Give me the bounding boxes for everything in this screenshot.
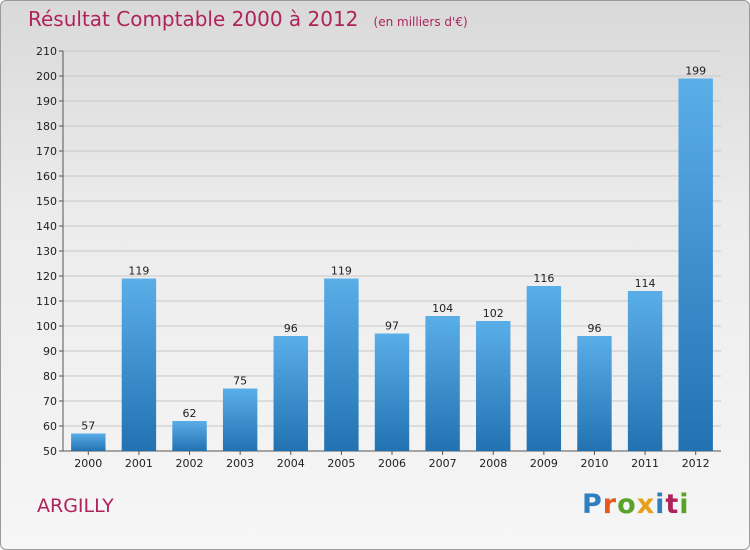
bar-2009[interactable]: [526, 286, 562, 451]
x-tick-label: 2001: [125, 457, 153, 470]
bar-2003[interactable]: [222, 388, 258, 452]
bar-2002[interactable]: [172, 421, 207, 451]
x-tick-label: 2005: [327, 457, 355, 470]
y-tick-label: 170: [36, 145, 57, 158]
bar-2011[interactable]: [627, 291, 663, 451]
y-tick-label: 150: [36, 195, 57, 208]
bars: [71, 78, 713, 452]
y-tick-label: 160: [36, 170, 57, 183]
bar-value-label: 96: [587, 322, 601, 335]
x-tick-label: 2010: [580, 457, 608, 470]
y-tick-label: 210: [36, 45, 57, 58]
commune-name: ARGILLY: [37, 495, 114, 517]
y-tick-label: 50: [43, 445, 57, 458]
bar-2006[interactable]: [374, 333, 410, 452]
y-tick-label: 140: [36, 220, 57, 233]
x-tick-label: 2006: [378, 457, 406, 470]
bar-2001[interactable]: [121, 278, 157, 452]
bar-value-label: 119: [128, 265, 149, 278]
x-tick-label: 2011: [631, 457, 659, 470]
bar-2007[interactable]: [425, 316, 460, 451]
y-tick-label: 70: [43, 395, 57, 408]
y-tick-label: 60: [43, 420, 57, 433]
y-tick-label: 80: [43, 370, 57, 383]
bar-2010[interactable]: [577, 336, 612, 451]
bar-value-label: 116: [533, 272, 554, 285]
bar-2005[interactable]: [324, 278, 359, 452]
bar-2008[interactable]: [476, 321, 511, 451]
y-tick-label: 200: [36, 70, 57, 83]
bar-value-label: 119: [331, 265, 352, 278]
logo-letter: o: [617, 489, 637, 520]
logo-letter: P: [582, 489, 603, 520]
x-tick-label: 2002: [176, 457, 204, 470]
bar-value-label: 75: [233, 375, 247, 388]
y-tick-label: 100: [36, 320, 57, 333]
x-tick-label: 2012: [682, 457, 710, 470]
bar-value-label: 102: [483, 307, 504, 320]
x-tick-label: 2008: [479, 457, 507, 470]
logo-letter: r: [602, 489, 618, 520]
bar-2004[interactable]: [273, 336, 308, 451]
y-tick-label: 110: [36, 295, 57, 308]
logo-letter: i: [679, 489, 690, 520]
y-tick-label: 130: [36, 245, 57, 258]
bar-value-label: 114: [635, 277, 656, 290]
y-tick-label: 90: [43, 345, 57, 358]
chart-unit: (en milliers d'€): [373, 15, 468, 29]
bar-value-label: 97: [385, 320, 399, 333]
y-tick-label: 190: [36, 95, 57, 108]
chart-title-text: Résultat Comptable 2000 à 2012: [28, 7, 359, 31]
bar-2000[interactable]: [71, 433, 106, 452]
bar-value-label: 199: [685, 65, 706, 78]
labels: 50 60 70 80 90 100 110 120 130 140 150 160 170 180 190…: [36, 45, 710, 470]
x-tick-label: 2009: [530, 457, 558, 470]
y-tick-label: 180: [36, 120, 57, 133]
bar-value-label: 57: [81, 420, 95, 433]
logo-letter: x: [636, 489, 656, 520]
y-tick-label: 120: [36, 270, 57, 283]
bar-value-label: 104: [432, 302, 453, 315]
bar-2012[interactable]: [678, 78, 713, 452]
proxiti-logo[interactable]: Proxiti: [582, 489, 690, 520]
chart-title: Résultat Comptable 2000 à 2012 (en milli…: [28, 7, 468, 31]
logo-letter: t: [665, 489, 680, 520]
x-tick-label: 2007: [429, 457, 457, 470]
logo-letter: i: [655, 489, 666, 520]
x-tick-label: 2003: [226, 457, 254, 470]
bar-value-label: 96: [284, 322, 298, 335]
x-tick-label: 2000: [74, 457, 102, 470]
bar-value-label: 62: [183, 407, 197, 420]
x-tick-label: 2004: [277, 457, 305, 470]
